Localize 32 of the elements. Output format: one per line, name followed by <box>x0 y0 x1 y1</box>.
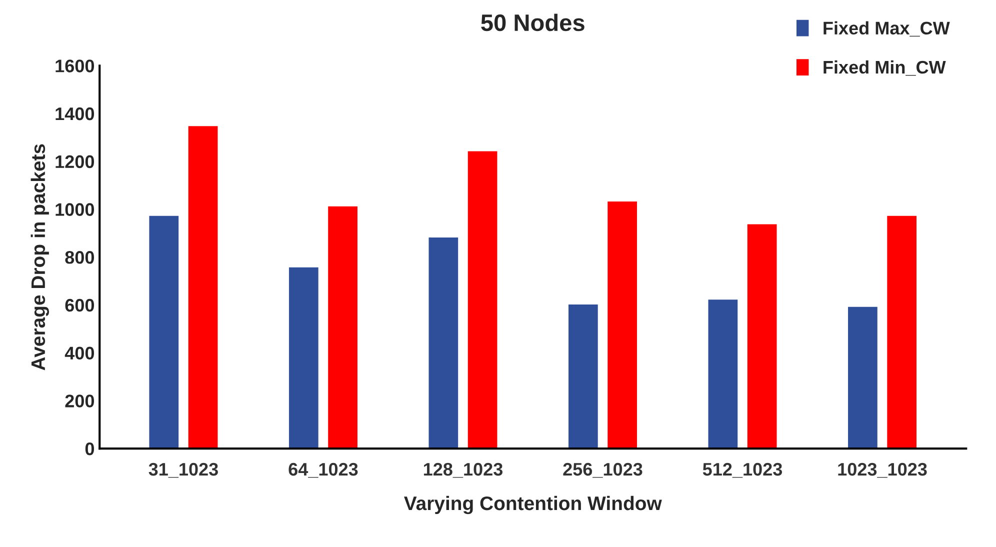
y-axis-title: Average Drop in packets <box>30 144 50 370</box>
y-tick-label: 800 <box>65 251 94 264</box>
bar <box>846 305 879 449</box>
y-tick-label: 1400 <box>56 107 94 120</box>
bar <box>567 303 600 449</box>
x-tick-label: 1023_1023 <box>838 462 927 478</box>
x-tick-label: 256_1023 <box>563 462 642 478</box>
y-tick-label: 1600 <box>56 60 94 72</box>
bar <box>186 124 220 449</box>
legend-label: Fixed Max_CW <box>824 21 950 37</box>
bar <box>466 150 499 449</box>
x-axis-title: Varying Contention Window <box>404 496 662 514</box>
chart-title: 50 Nodes <box>481 14 584 32</box>
y-tick-label: 1000 <box>56 203 94 216</box>
x-tick-label: 512_1023 <box>702 462 782 478</box>
x-tick-label: 128_1023 <box>424 462 502 478</box>
x-tick-label: 31_1023 <box>148 462 218 478</box>
bar <box>886 214 918 449</box>
bar <box>427 236 460 449</box>
bar <box>706 298 740 449</box>
bar <box>746 222 778 449</box>
y-tick-label: 1200 <box>56 155 94 168</box>
bar <box>326 204 359 449</box>
x-tick-label: 64_1023 <box>288 462 358 478</box>
bar <box>148 214 180 449</box>
y-tick-label: 200 <box>65 394 94 408</box>
y-tick-label: 0 <box>85 442 94 456</box>
bar <box>606 200 638 449</box>
legend-label: Fixed Min_CW <box>824 60 946 76</box>
bar <box>288 266 320 449</box>
y-tick-label: 600 <box>65 298 94 312</box>
y-tick-label: 400 <box>64 346 94 360</box>
